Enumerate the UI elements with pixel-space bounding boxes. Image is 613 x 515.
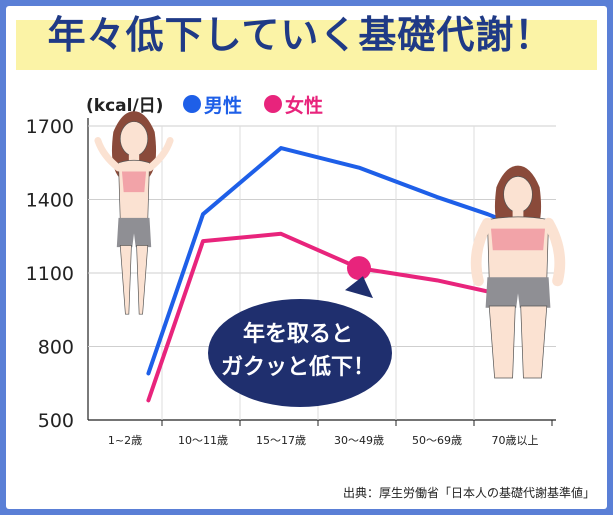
title-band [16, 20, 597, 70]
slim-woman-figure [94, 111, 174, 315]
legend-label: 男性 [204, 94, 242, 117]
x-tick-label: 70歳以上 [492, 434, 539, 447]
source-note: 出典：厚生労働省「日本人の基礎代謝基準値」 [342, 486, 595, 500]
highlight-point [347, 256, 371, 281]
y-tick-label: 1700 [26, 116, 74, 138]
left-leg [119, 245, 132, 315]
y-tick-label: 500 [38, 410, 74, 432]
right-leg [520, 305, 548, 379]
shorts-shape [116, 217, 152, 248]
left-arm [470, 217, 493, 287]
series-line-female [146, 231, 517, 403]
y-axis-label: (kcal/日) [86, 96, 163, 116]
right-arm [146, 137, 174, 172]
callout-pointer [345, 276, 373, 299]
x-tick-label: 50〜69歳 [412, 434, 462, 447]
head-shape [119, 121, 149, 157]
y-tick-label: 1400 [26, 190, 74, 212]
x-tick-label: 1~2歳 [108, 434, 142, 447]
x-tick-label: 15〜17歳 [256, 434, 306, 447]
y-tick-label: 1100 [26, 263, 74, 285]
series-line-male [146, 146, 533, 376]
head-shape [503, 176, 533, 213]
legend-marker [183, 95, 201, 113]
top-garment [491, 228, 545, 251]
chart-title: 年々低下していく基礎代謝！ [47, 13, 554, 57]
callout-text-line: 年を取ると [243, 321, 353, 347]
neck-shape [128, 154, 140, 162]
top-garment [121, 171, 147, 193]
shorts-shape [485, 277, 551, 308]
right-leg [136, 245, 149, 315]
neck-shape [512, 210, 524, 218]
right-arm [543, 217, 566, 287]
heavy-woman-figure [470, 165, 566, 379]
x-tick-label: 10〜11歳 [178, 434, 228, 447]
callout-text-line: ガクッと低下！ [221, 355, 375, 380]
y-tick-label: 800 [38, 337, 74, 359]
left-leg [488, 305, 516, 379]
x-tick-label: 30〜49歳 [334, 434, 384, 447]
left-arm [94, 137, 122, 172]
legend-marker [264, 95, 282, 113]
legend-label: 女性 [285, 94, 323, 117]
callout-bubble [208, 299, 392, 407]
